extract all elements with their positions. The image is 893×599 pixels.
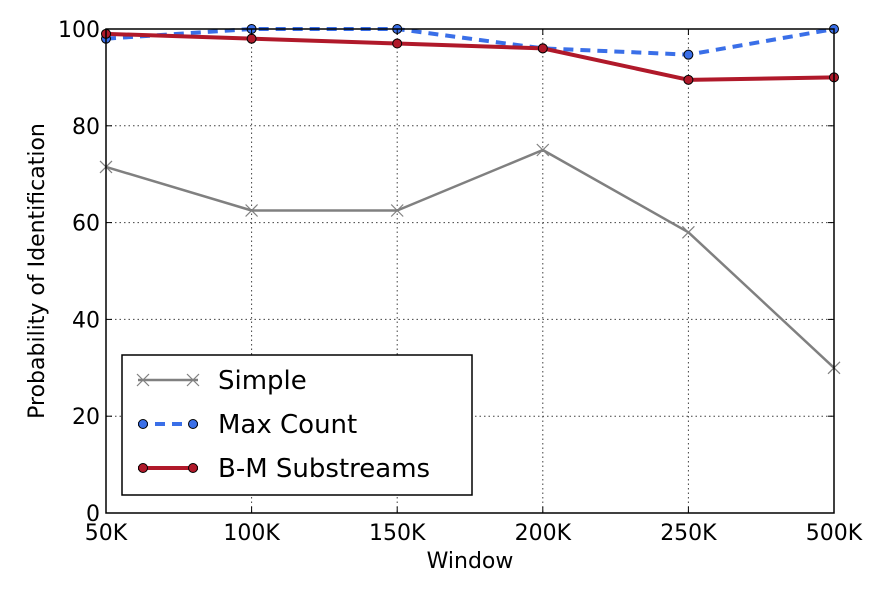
marker-stroke (536, 143, 550, 157)
y-tick-label: 60 (72, 212, 100, 237)
legend-marker (188, 463, 198, 473)
legend-item-simple: Simple (136, 366, 307, 396)
x-tick-label: 250K (660, 521, 717, 546)
series-line-max-count (105, 27, 835, 57)
legend-marker (136, 373, 150, 387)
y-axis-title: Probability of Identification (25, 123, 50, 419)
legend-label: Max Count (218, 410, 357, 440)
plot-frame (105, 28, 835, 514)
marker-stroke (136, 373, 150, 387)
data-point-b-m-substreams (246, 33, 257, 44)
y-tick-label: 100 (58, 18, 100, 43)
data-point-simple (681, 225, 695, 239)
marker-stroke (681, 225, 695, 239)
y-tick-label: 40 (72, 308, 100, 333)
data-point-max-count (683, 49, 694, 60)
data-point-b-m-substreams (683, 74, 694, 85)
x-tick-label: 200K (515, 521, 572, 546)
x-axis-title: Window (427, 549, 514, 574)
y-tick-label: 20 (72, 405, 100, 430)
legend: Simple Max Count B-M Substreams (121, 354, 473, 496)
marker-stroke (186, 373, 200, 387)
x-tick-label: 500K (806, 521, 863, 546)
x-tick-label: 100K (223, 521, 280, 546)
x-tick-label: 150K (369, 521, 426, 546)
data-point-simple (536, 143, 550, 157)
legend-marker (138, 419, 148, 429)
marker-stroke (245, 204, 259, 217)
data-point-simple (390, 204, 404, 217)
marker-stroke (390, 204, 404, 217)
data-point-b-m-substreams (392, 38, 403, 49)
data-point-b-m-substreams (537, 43, 548, 54)
series-line-simple (105, 148, 835, 369)
legend-label: B-M Substreams (218, 454, 430, 484)
legend-item-max-count: Max Count (138, 410, 357, 440)
series-simple (99, 143, 841, 375)
y-tick-label: 0 (86, 502, 100, 527)
data-point-simple (245, 204, 259, 217)
series-layer (99, 24, 841, 375)
legend-label: Simple (218, 366, 307, 396)
legend-marker (188, 419, 198, 429)
y-tick-label: 80 (72, 115, 100, 140)
x-tick-label: 50K (85, 521, 128, 546)
legend-marker (138, 463, 148, 473)
legend-item-b-m-substreams: B-M Substreams (138, 454, 430, 484)
legend-marker (186, 373, 200, 387)
axis-ticks: 50K 100K 150K 200K 250K 500K 0 20 40 60 80 100 (58, 18, 863, 546)
series-line-b-m-substreams (105, 31, 835, 82)
